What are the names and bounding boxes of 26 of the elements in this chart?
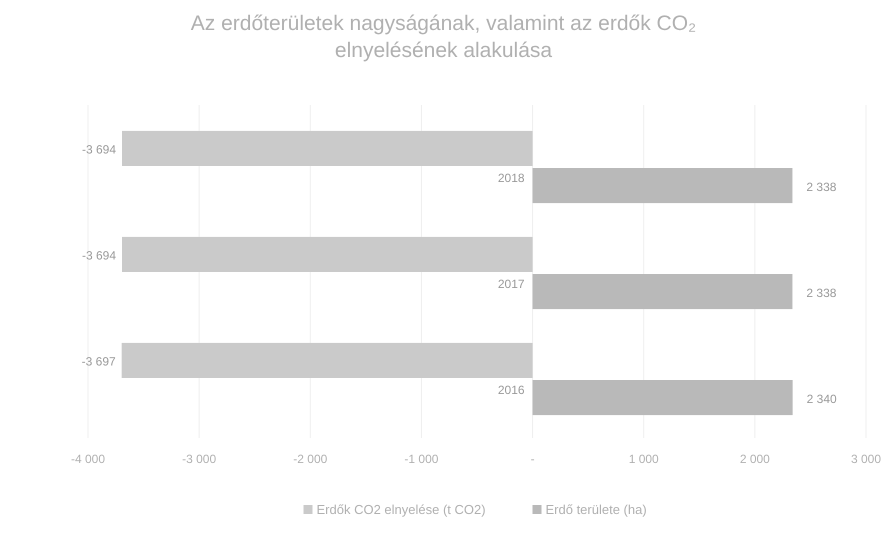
x-tick-label: - [530,452,535,466]
x-tick-label: 2 000 [740,452,770,466]
data-label: 2 338 [806,286,837,300]
bar [532,380,793,416]
x-tick-label: 1 000 [628,452,660,466]
x-tick-label: -1 000 [404,452,439,466]
bar [122,342,533,378]
y-tick-label: 2018 [498,171,525,186]
legend-label: Erdő területe (ha) [546,502,647,517]
chart-title: Az erdőterületek nagyságának, valamint az erdők CO₂ elnyelésének alakulása [190,12,696,62]
bar [122,130,533,166]
data-label: -3 694 [82,248,116,263]
bar [532,168,792,204]
data-label: -3 697 [82,354,116,369]
legend-label: Erdők CO2 elnyelése (t CO2) [316,502,486,517]
x-tick-label: -4 000 [70,452,106,466]
bar [122,236,533,272]
x-tick-label: -2 000 [293,452,328,466]
x-tick-label: 3 000 [850,452,882,466]
data-label: 2 338 [806,180,837,194]
bar [532,274,792,310]
y-tick-label: 2017 [498,277,525,292]
y-tick-label: 2016 [498,383,525,398]
data-label: 2 340 [806,392,837,406]
data-label: -3 694 [82,142,116,157]
x-tick-label: -3 000 [182,452,216,466]
